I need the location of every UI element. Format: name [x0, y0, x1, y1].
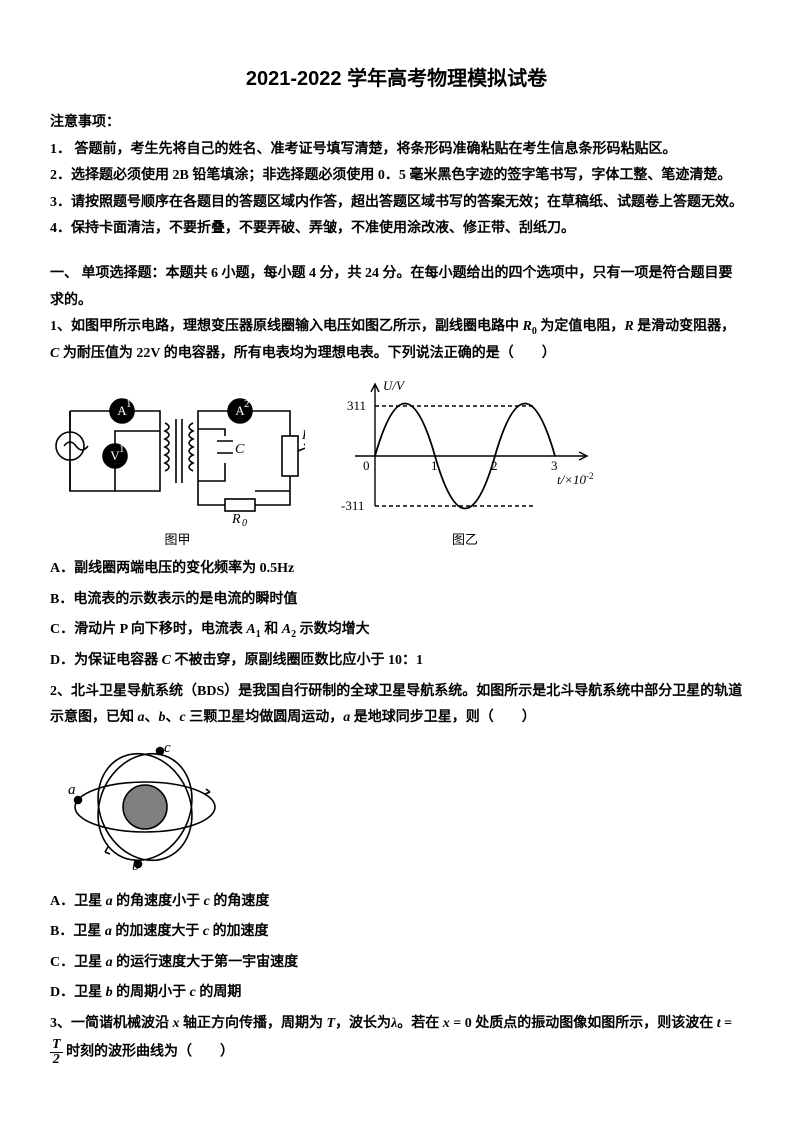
fig-left-caption: 图甲	[164, 528, 190, 553]
q3-stem-d: 。若在	[397, 1016, 443, 1031]
q1-stem-a: 1、如图甲所示电路，理想变压器原线圈输入电压如图乙所示，副线圈电路中	[50, 319, 523, 334]
xlabel-unit: s	[594, 472, 596, 487]
xlabel-sup: -2	[586, 471, 594, 481]
ytick-311: 311	[347, 398, 366, 413]
q1-optD-b: 不被击穿，原副线圈匝数比应小于 10：1	[171, 653, 423, 668]
q1-optB: B．电流表的示数表示的是电流的瞬时值	[50, 587, 743, 614]
q3-stem-b: 轴正方向传播，周期为	[180, 1016, 327, 1031]
svg-text:2: 2	[244, 398, 250, 410]
q3-stem-f: 时刻的波形曲线为（ ）	[63, 1044, 235, 1059]
notice-4: 4．保持卡面清洁，不要折叠，不要弄破、弄皱，不准使用涂改液、修正带、刮纸刀。	[50, 216, 743, 243]
q2-optB: B．卫星 a 的加速度大于 c 的加速度	[50, 919, 743, 946]
exam-page: 2021-2022 学年高考物理模拟试卷 注意事项： 1． 答题前，考生先将自己…	[0, 0, 793, 1122]
q1-optA: A．副线圈两端电压的变化频率为 0.5Hz	[50, 556, 743, 583]
q2-optC: C．卫星 a 的运行速度大于第一宇宙速度	[50, 950, 743, 977]
q1-optD: D．为保证电容器 C 不被击穿，原副线圈匝数比应小于 10：1	[50, 648, 743, 675]
q3-stem-a: 3、一简谐机械波沿	[50, 1016, 173, 1031]
q1-r0: R	[523, 319, 532, 334]
q1-c: C	[50, 346, 59, 361]
q1-figures: A A V 1 2 1 C R P R 0	[50, 376, 743, 553]
circuit-diagram-icon: A A V 1 2 1 C R P R 0	[50, 381, 305, 526]
svg-text:t/×10-2 s: t/×10-2 s	[557, 471, 595, 487]
q2-stem-c: 、	[166, 710, 180, 725]
sine-wave-icon: U/V 311 0 -311 1 2 3 t/×10-2 s	[335, 376, 595, 526]
xlabel: t/×10	[557, 472, 586, 487]
notice-3: 3．请按照题号顺序在各题目的答题区域内作答，超出答题区域书写的答案无效；在草稿纸…	[50, 190, 743, 217]
q2-figure: a b c	[60, 742, 743, 883]
orbit-diagram-icon: a b c	[60, 742, 230, 872]
q1-stem-b: 为定值电阻，	[537, 319, 625, 334]
xtick-3: 3	[551, 458, 558, 473]
q3-stem-c: ，波长为	[335, 1016, 391, 1031]
svg-text:0: 0	[242, 518, 247, 526]
orbit-b: b	[132, 858, 140, 872]
section1-head: 一、 单项选择题：本题共 6 小题，每小题 4 分，共 24 分。在每小题给出的…	[50, 261, 743, 314]
fig-right-caption: 图乙	[452, 528, 478, 553]
notice-2: 2．选择题必须使用 2B 铅笔填涂；非选择题必须使用 0．5 毫米黑色字迹的签字…	[50, 163, 743, 190]
q1-optC-c: 示数均增大	[296, 622, 370, 637]
q1-optC-a: C．滑动片 P 向下移时，电流表	[50, 622, 246, 637]
orbit-a: a	[68, 782, 76, 798]
page-title: 2021-2022 学年高考物理模拟试卷	[50, 60, 743, 98]
q1-optC: C．滑动片 P 向下移时，电流表 A1 和 A2 示数均增大	[50, 617, 743, 644]
q3-stem: 3、一简谐机械波沿 x 轴正方向传播，周期为 T，波长为λ。若在 x = 0 处…	[50, 1011, 743, 1067]
notice-1: 1． 答题前，考生先将自己的姓名、准考证号填写清楚，将条形码准确粘贴在考生信息条…	[50, 137, 743, 164]
q1-stem-d: 为耐压值为 22V 的电容器，所有电表均为理想电表。下列说法正确的是（ ）	[59, 346, 555, 361]
q1-fig-right: U/V 311 0 -311 1 2 3 t/×10-2 s 图乙	[335, 376, 595, 553]
c-label: C	[235, 442, 245, 457]
q3-stem-e: = 0 处质点的振动图像如图所示，则该波在	[450, 1016, 717, 1031]
q2-stem-b: 、	[145, 710, 159, 725]
xtick-2: 2	[491, 458, 498, 473]
q2-stem-e: 是地球同步卫星，则（ ）	[350, 710, 536, 725]
q1-optD-a: D．为保证电容器	[50, 653, 162, 668]
q2-stem-d: 三颗卫星均做圆周运动，	[186, 710, 344, 725]
orbit-c: c	[164, 742, 171, 756]
q2-stem: 2、北斗卫星导航系统（BDS）是我国自行研制的全球卫星导航系统。如图所示是北斗导…	[50, 679, 743, 732]
ylabel: U/V	[383, 378, 406, 393]
ytick-0: 0	[363, 458, 370, 473]
q1-optC-b: 和	[261, 622, 282, 637]
q2-optD: D．卫星 b 的周期小于 c 的周期	[50, 980, 743, 1007]
q1-stem-c: 是滑动变阻器，	[634, 319, 736, 334]
r-label: R	[301, 428, 305, 443]
svg-text:1: 1	[126, 398, 132, 410]
q1-r: R	[624, 319, 633, 334]
r0-label: R	[231, 512, 241, 526]
q2-optA: A．卫星 a 的角速度小于 c 的角速度	[50, 889, 743, 916]
q1-fig-left: A A V 1 2 1 C R P R 0	[50, 381, 305, 553]
xtick-1: 1	[431, 458, 438, 473]
notice-head: 注意事项：	[50, 110, 743, 137]
ytick-n311: -311	[341, 498, 364, 513]
svg-text:1: 1	[119, 443, 125, 455]
q1-stem: 1、如图甲所示电路，理想变压器原线圈输入电压如图乙所示，副线圈电路中 R0 为定…	[50, 314, 743, 367]
